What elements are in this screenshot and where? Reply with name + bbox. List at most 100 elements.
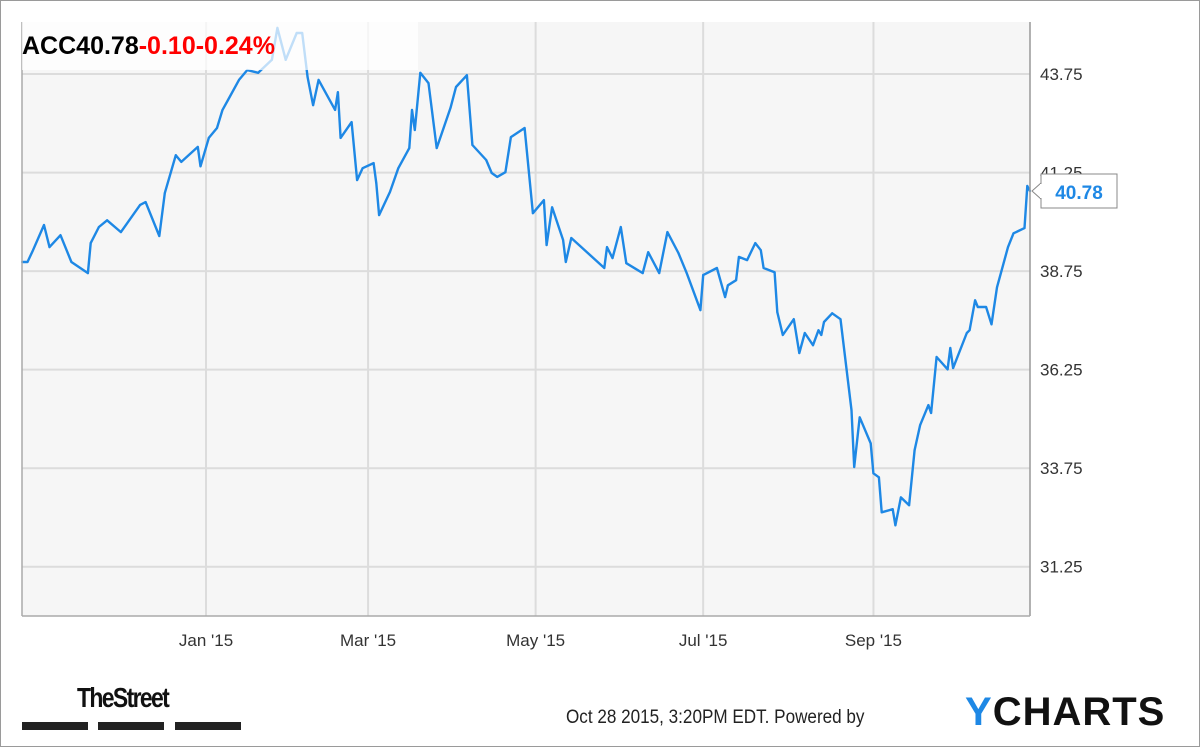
- data-point: [724, 296, 727, 299]
- data-point: [196, 145, 199, 148]
- data-point: [1023, 227, 1026, 230]
- x-tick-label: Sep '15: [845, 631, 902, 650]
- data-point: [603, 266, 606, 269]
- data-point: [317, 78, 320, 81]
- data-point: [869, 442, 872, 445]
- quote-header: ACC 40.78 -0.10 -0.24%: [22, 22, 418, 70]
- data-point: [562, 238, 565, 241]
- plot-area: [22, 22, 1030, 616]
- data-point: [1012, 232, 1015, 235]
- data-point: [927, 404, 930, 407]
- last-value-marker: 40.78: [1031, 173, 1118, 209]
- data-point: [334, 108, 337, 111]
- data-point: [820, 333, 823, 336]
- data-point: [737, 255, 740, 258]
- data-point: [949, 346, 952, 349]
- data-point: [586, 251, 589, 254]
- data-point: [257, 71, 260, 74]
- x-tick-label: Mar '15: [340, 631, 396, 650]
- data-point: [509, 136, 512, 139]
- data-point: [471, 143, 474, 146]
- data-point: [908, 504, 911, 507]
- data-point: [413, 129, 416, 131]
- ycharts-logo-text: CHARTS: [992, 690, 1166, 734]
- data-point: [89, 242, 92, 245]
- data-point: [762, 266, 765, 269]
- data-point: [930, 412, 933, 415]
- data-point: [361, 167, 364, 170]
- data-point: [641, 272, 644, 275]
- data-point: [465, 74, 468, 77]
- data-point: [180, 160, 183, 163]
- price-change-percent: -0.24%: [195, 31, 275, 60]
- data-point: [735, 279, 738, 282]
- y-tick-label: 38.75: [1040, 262, 1083, 281]
- data-point: [199, 165, 202, 168]
- data-point: [163, 192, 166, 195]
- timestamp: Oct 28 2015, 3:20PM EDT.: [566, 707, 770, 728]
- data-point: [974, 299, 977, 302]
- data-point: [606, 246, 609, 249]
- data-point: [158, 235, 161, 238]
- data-point: [408, 147, 411, 150]
- last-value-arrow-icon: [1031, 181, 1042, 201]
- data-point: [375, 182, 378, 185]
- data-point: [746, 259, 749, 262]
- data-point: [356, 179, 359, 182]
- data-point: [397, 167, 400, 170]
- data-point: [306, 76, 309, 79]
- data-point: [872, 472, 875, 475]
- data-point: [817, 329, 820, 332]
- data-point: [1007, 246, 1010, 249]
- data-point: [48, 246, 51, 249]
- data-point: [70, 261, 73, 264]
- data-point: [496, 175, 499, 178]
- data-point: [106, 219, 109, 222]
- data-point: [435, 147, 438, 150]
- data-point: [965, 331, 968, 334]
- data-point: [839, 318, 842, 321]
- data-point: [666, 231, 669, 234]
- data-point: [42, 223, 45, 226]
- data-point: [946, 368, 949, 371]
- data-point: [812, 344, 815, 347]
- data-point: [531, 212, 534, 215]
- data-point: [97, 225, 100, 228]
- data-point: [1026, 184, 1029, 187]
- data-point: [891, 508, 894, 511]
- data-point: [658, 272, 661, 275]
- y-tick-label: 43.75: [1040, 65, 1083, 84]
- data-point: [781, 333, 784, 336]
- data-point: [759, 249, 762, 252]
- data-point: [226, 99, 229, 102]
- data-point: [899, 496, 902, 499]
- data-point: [990, 323, 993, 326]
- data-point: [619, 225, 622, 228]
- data-point: [542, 199, 545, 202]
- price-change: -0.10: [138, 31, 196, 60]
- data-point: [564, 261, 567, 264]
- data-point: [611, 257, 614, 260]
- data-point: [976, 305, 979, 308]
- data-point: [792, 318, 795, 321]
- data-point: [570, 237, 573, 239]
- data-point: [31, 249, 34, 252]
- data-point: [773, 271, 776, 274]
- data-point: [207, 136, 210, 139]
- ycharts-logo-y: Y: [965, 690, 993, 734]
- data-point: [952, 367, 955, 370]
- y-tick-label: 36.25: [1040, 361, 1083, 380]
- data-point: [216, 127, 219, 130]
- data-point: [59, 234, 62, 237]
- data-point: [850, 409, 853, 412]
- data-point: [919, 424, 922, 427]
- data-point: [427, 82, 430, 85]
- data-point: [996, 286, 999, 289]
- data-point: [490, 171, 493, 174]
- data-point: [449, 106, 452, 109]
- data-point: [454, 86, 457, 89]
- data-point: [551, 206, 554, 209]
- logo-bar: [175, 722, 241, 730]
- logo-bar: [22, 722, 88, 730]
- x-tick-label: May '15: [506, 631, 565, 650]
